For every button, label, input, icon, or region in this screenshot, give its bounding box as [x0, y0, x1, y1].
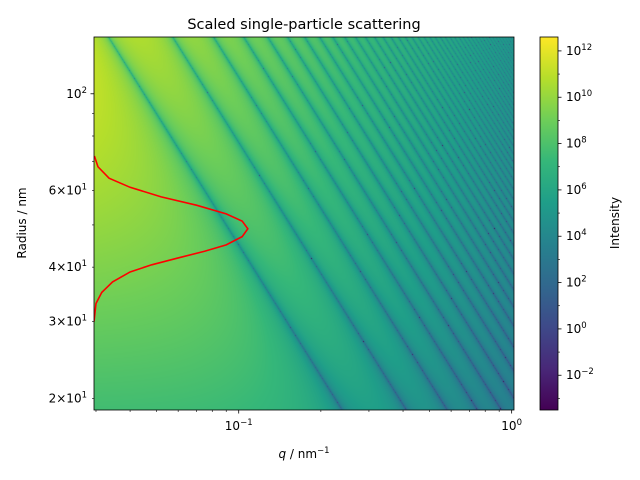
- colorbar-tick-label: 1012: [566, 43, 592, 58]
- colorbar-tick-label-base: 10: [566, 368, 581, 382]
- colorbar-tick-label-base: 10: [566, 229, 581, 243]
- y-tick-label-exponent: 1: [82, 182, 87, 192]
- y-tick-label: 4×101: [49, 259, 87, 274]
- colorbar-tick-label-exponent: −2: [581, 367, 594, 377]
- x-axis-label-unit: / nm: [286, 447, 317, 461]
- x-axis-label: q / nm−1: [278, 446, 329, 461]
- colorbar-tick-label: 10−2: [566, 367, 594, 382]
- colorbar-tick-label-base: 10: [566, 137, 581, 151]
- colorbar-tick-label-exponent: 6: [581, 182, 586, 192]
- size-distribution-line: [94, 155, 249, 322]
- x-tick-label: 100: [501, 418, 522, 433]
- colorbar-tick-label: 106: [566, 182, 587, 197]
- colorbar-label: Intensity: [608, 197, 622, 249]
- colorbar-tick-label: 1010: [566, 89, 592, 104]
- x-axis-label-exponent: −1: [317, 446, 330, 456]
- colorbar-tick-label-base: 10: [566, 183, 581, 197]
- x-axis: 10−1 100: [95, 410, 522, 433]
- x-tick-label-exponent: −1: [240, 418, 253, 428]
- y-tick-label-exponent: 2: [82, 86, 87, 96]
- colorbar-tick-label-exponent: 2: [581, 275, 586, 285]
- colorbar-tick-label: 108: [566, 136, 587, 151]
- y-tick-label-times: ×10: [56, 315, 81, 329]
- colorbar-tick-label-base: 10: [566, 276, 581, 290]
- colorbar-tick-label-base: 10: [566, 90, 581, 104]
- colorbar-tick-label: 100: [566, 321, 587, 336]
- colorbar-tick-label: 102: [566, 275, 587, 290]
- x-tick-label: 10−1: [225, 418, 253, 433]
- y-tick-label-coef: 2: [49, 391, 57, 405]
- x-tick-label-exponent: 0: [517, 418, 522, 428]
- colorbar-tick-label: 104: [566, 228, 587, 243]
- x-axis-label-variable: q: [278, 447, 286, 461]
- colorbar-gradient: [540, 37, 558, 410]
- colorbar-tick-label-base: 10: [566, 322, 581, 336]
- y-axis-label: Radius / nm: [15, 187, 29, 258]
- y-tick-label-exponent: 1: [82, 314, 87, 324]
- y-tick-label: 6×101: [49, 182, 87, 197]
- y-tick-label-exponent: 1: [82, 259, 87, 269]
- x-tick-label-base: 10: [501, 419, 516, 433]
- colorbar-tick-label-exponent: 12: [581, 43, 592, 53]
- y-tick-label-times: ×10: [56, 260, 81, 274]
- x-tick-label-base: 10: [225, 419, 240, 433]
- y-tick-label: 2×101: [49, 390, 87, 405]
- y-tick-label: 102: [66, 86, 87, 101]
- y-tick-label-base: 10: [66, 87, 81, 101]
- colorbar-tick-label-exponent: 4: [581, 228, 586, 238]
- y-tick-label-times: ×10: [56, 183, 81, 197]
- colorbar-tick-label-exponent: 10: [581, 89, 592, 99]
- colorbar-tick-label-exponent: 8: [581, 136, 586, 146]
- y-tick-label-coef: 4: [49, 260, 57, 274]
- y-tick-label-coef: 6: [49, 183, 57, 197]
- heatmap-area: [94, 37, 514, 410]
- plot-frame: [93, 36, 515, 411]
- y-tick-label: 3×101: [49, 314, 87, 329]
- y-tick-label-coef: 3: [49, 315, 57, 329]
- y-tick-label-exponent: 1: [82, 390, 87, 400]
- chart-title: Scaled single-particle scattering: [187, 17, 420, 33]
- colorbar-tick-label-exponent: 0: [581, 321, 586, 331]
- intensity-heatmap: [94, 37, 514, 410]
- colorbar-frame: [539, 36, 559, 411]
- y-tick-label-times: ×10: [56, 391, 81, 405]
- colorbar-tick-label-base: 10: [566, 44, 581, 58]
